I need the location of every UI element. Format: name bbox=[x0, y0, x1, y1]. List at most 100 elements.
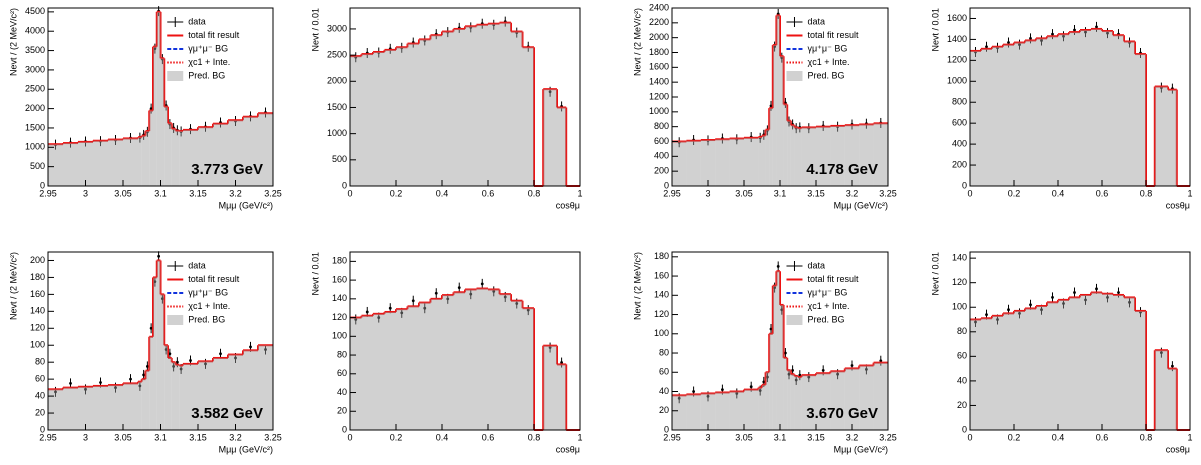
bg-bar bbox=[798, 377, 802, 430]
data-point bbox=[780, 308, 784, 312]
legend-label: γμ⁺μ⁻ BG bbox=[188, 43, 228, 53]
data-point bbox=[69, 381, 72, 385]
panel: 0 20 40 60 80 100 120 140 160 180 2.95 3 3.05 3.1 3.15… bbox=[632, 251, 896, 454]
bg-bar bbox=[258, 113, 273, 186]
y-tick-label: 100 bbox=[952, 302, 967, 312]
bg-bar bbox=[361, 54, 373, 186]
y-tick-label: 1000 bbox=[649, 106, 669, 116]
x-axis-label: cosθμ bbox=[1166, 200, 1190, 210]
y-tick-label: 120 bbox=[952, 277, 967, 287]
y-tick-label: 0 bbox=[40, 180, 45, 190]
legend-label: data bbox=[807, 260, 825, 270]
y-tick-label: 200 bbox=[952, 159, 967, 169]
data-point bbox=[1029, 303, 1032, 307]
bg-bar bbox=[873, 362, 888, 430]
data-point bbox=[84, 387, 87, 391]
data-point bbox=[234, 356, 237, 360]
y-tick-label: 20 bbox=[957, 400, 967, 410]
bg-bar bbox=[783, 357, 788, 430]
data-point bbox=[503, 295, 507, 299]
y-tick-label: 100 bbox=[654, 328, 669, 338]
bg-bar bbox=[384, 49, 396, 186]
panel: 0 20 40 60 80 100 120 140 160 180 200 2.95 3 3.05 3.1 3… bbox=[8, 251, 282, 454]
plot-frame bbox=[349, 251, 581, 431]
bg-bar bbox=[488, 289, 500, 430]
bg-bar bbox=[156, 11, 161, 186]
data-point bbox=[1095, 25, 1098, 29]
bg-bar bbox=[164, 106, 168, 186]
plot-frame bbox=[969, 7, 1191, 187]
x-axis-label: cosθμ bbox=[556, 444, 580, 454]
y-tick-label: 140 bbox=[952, 253, 967, 263]
data-point bbox=[1084, 298, 1087, 302]
y-tick-label: 1600 bbox=[649, 62, 669, 72]
x-tick-label: 3 bbox=[83, 432, 88, 442]
bg-bar bbox=[543, 345, 557, 430]
x-tick-label: 3.15 bbox=[807, 432, 825, 442]
bg-bar bbox=[465, 26, 477, 186]
data-point bbox=[400, 311, 404, 315]
x-tick-label: 2.95 bbox=[39, 188, 57, 198]
data-point bbox=[145, 365, 149, 368]
data-point bbox=[776, 265, 780, 268]
x-axis-label: Mμμ (GeV/c²) bbox=[834, 444, 888, 454]
panel: 0 20 40 60 80 100 120 140 160 180 0 0.2 0.4 0.6 0.8 1 co… bbox=[310, 251, 583, 454]
data-point bbox=[692, 390, 695, 393]
bg-bar bbox=[93, 140, 108, 186]
bg-bar bbox=[758, 387, 762, 430]
data-point bbox=[836, 372, 839, 376]
bg-bar bbox=[794, 376, 798, 430]
bg-bar bbox=[1113, 294, 1124, 430]
bg-bar bbox=[772, 45, 777, 187]
data-point bbox=[179, 367, 183, 371]
bg-bar bbox=[373, 313, 385, 430]
data-point bbox=[798, 373, 802, 377]
data-point bbox=[1095, 287, 1098, 291]
y-tick-label: 3500 bbox=[25, 45, 45, 55]
data-point bbox=[168, 352, 172, 356]
bg-bar bbox=[1025, 308, 1036, 430]
x-axis-label: cosθμ bbox=[556, 200, 580, 210]
data-point bbox=[560, 361, 563, 364]
bg-bar bbox=[511, 300, 523, 430]
y-tick-label: 40 bbox=[957, 375, 967, 385]
y-tick-label: 0 bbox=[342, 424, 347, 434]
bg-bar bbox=[141, 135, 146, 186]
bg-bar bbox=[729, 391, 744, 430]
data-point bbox=[114, 386, 117, 390]
bg-bar bbox=[557, 107, 567, 186]
bg-bar bbox=[873, 123, 888, 186]
y-tick-label: 120 bbox=[30, 323, 45, 333]
data-point bbox=[469, 292, 473, 296]
y-tick-label: 1500 bbox=[25, 122, 45, 132]
data-point bbox=[1062, 34, 1065, 38]
bg-bar bbox=[164, 345, 168, 430]
data-point bbox=[138, 384, 142, 388]
bg-bar bbox=[1025, 40, 1036, 186]
y-tick-label: 0 bbox=[342, 180, 347, 190]
y-axis-label: Nevt / 0.01 bbox=[930, 252, 940, 296]
bg-bar bbox=[160, 58, 165, 186]
data-point bbox=[1007, 41, 1010, 44]
bg-bar bbox=[844, 368, 860, 430]
data-point bbox=[1040, 39, 1043, 42]
data-point bbox=[1117, 291, 1120, 294]
legend-key bbox=[167, 315, 184, 325]
bg-bar bbox=[1058, 299, 1069, 430]
energy-label: 3.670 GeV bbox=[806, 405, 878, 422]
bg-bar bbox=[1102, 31, 1113, 186]
x-tick-label: 0 bbox=[347, 432, 352, 442]
bg-bar bbox=[476, 24, 488, 186]
panel: 0 200 400 600 800 1000 1200 1400 1600 0 0.2 0.4 0.6 0… bbox=[930, 7, 1193, 210]
data-point bbox=[249, 345, 252, 349]
y-tick-label: 120 bbox=[332, 312, 347, 322]
data-point bbox=[1018, 311, 1021, 315]
data-point bbox=[1073, 28, 1076, 32]
energy-label: 4.178 GeV bbox=[806, 161, 878, 178]
bg-bar bbox=[156, 260, 161, 430]
bg-bar bbox=[992, 315, 1003, 430]
bg-bar bbox=[1102, 293, 1113, 430]
x-tick-label: 0.4 bbox=[436, 188, 449, 198]
y-tick-label: 100 bbox=[332, 331, 347, 341]
bg-bar bbox=[168, 123, 172, 186]
